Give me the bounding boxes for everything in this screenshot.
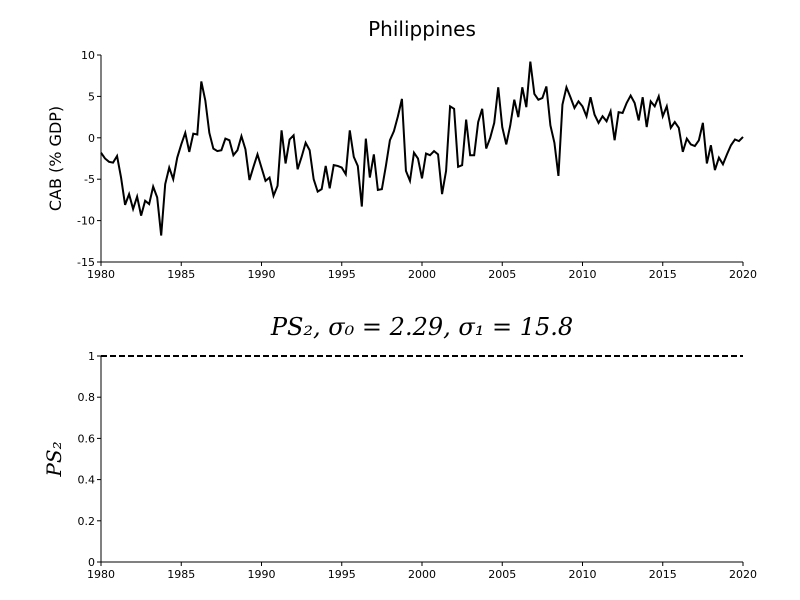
y-tick-label: 0.2 bbox=[78, 515, 96, 528]
x-tick-label: 2015 bbox=[649, 568, 677, 581]
line bbox=[100, 61, 744, 236]
x-tick-label: 2020 bbox=[729, 268, 757, 281]
x-tick-label: 1985 bbox=[167, 568, 195, 581]
y-tick-label: 0 bbox=[88, 132, 95, 145]
x-tick-label: 2000 bbox=[408, 568, 436, 581]
y-tick-label: 0 bbox=[88, 556, 95, 569]
x-tick-label: 2005 bbox=[488, 568, 516, 581]
y-axis-label: CAB (% GDP) bbox=[46, 106, 65, 211]
y-tick-label: 1 bbox=[88, 350, 95, 363]
x-tick-label: 1995 bbox=[328, 568, 356, 581]
x-tick-label: 1980 bbox=[87, 268, 115, 281]
y-tick-label: 0.8 bbox=[78, 391, 96, 404]
x-tick-label: 2010 bbox=[569, 268, 597, 281]
x-tick-label: 2005 bbox=[488, 268, 516, 281]
x-tick-label: 2015 bbox=[649, 268, 677, 281]
x-tick-label: 1980 bbox=[87, 568, 115, 581]
y-tick-label: -10 bbox=[77, 215, 95, 228]
y-tick-label: 0.4 bbox=[78, 474, 96, 487]
x-tick-label: 2000 bbox=[408, 268, 436, 281]
x-tick-label: 1990 bbox=[248, 568, 276, 581]
y-tick-label: -15 bbox=[77, 256, 95, 269]
y-axis-label: PS₂ bbox=[42, 441, 66, 477]
x-tick-label: 1995 bbox=[328, 268, 356, 281]
y-tick-label: 10 bbox=[81, 49, 95, 62]
x-tick-label: 1990 bbox=[248, 268, 276, 281]
chart-title: Philippines bbox=[368, 17, 476, 41]
y-tick-label: 0.6 bbox=[78, 432, 96, 445]
x-tick-label: 2020 bbox=[729, 568, 757, 581]
chart-title: PS₂, σ₀ = 2.29, σ₁ = 15.8 bbox=[270, 313, 573, 341]
y-tick-label: 5 bbox=[88, 90, 95, 103]
x-tick-label: 2010 bbox=[569, 568, 597, 581]
x-tick-label: 1985 bbox=[167, 268, 195, 281]
y-tick-label: -5 bbox=[84, 173, 95, 186]
